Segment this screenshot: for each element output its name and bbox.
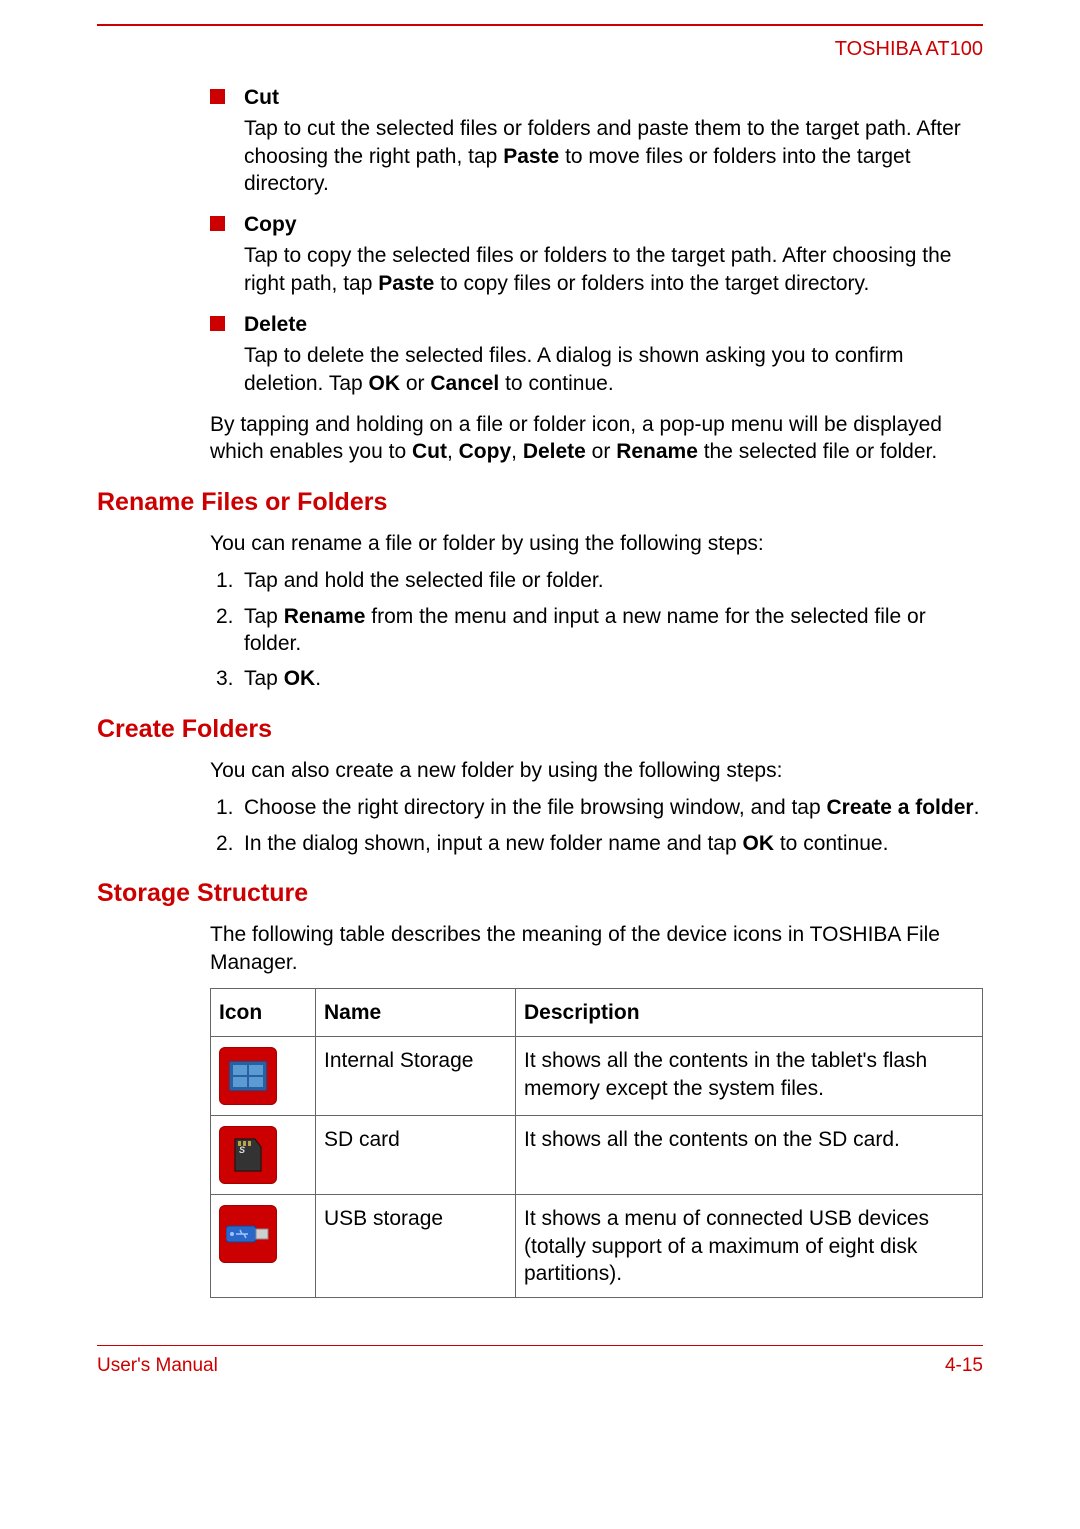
- name-cell: SD card: [316, 1116, 516, 1195]
- footer-left: User's Manual: [97, 1354, 218, 1379]
- square-bullet-icon: [210, 316, 225, 331]
- th-name: Name: [316, 989, 516, 1037]
- table-row: Internal Storage It shows all the conten…: [211, 1037, 983, 1116]
- bullet-delete: Delete Tap to delete the selected files.…: [210, 311, 983, 397]
- icon-cell: S: [211, 1116, 316, 1195]
- usb-storage-icon: [219, 1205, 277, 1263]
- sd-card-icon: S: [219, 1126, 277, 1184]
- name-cell: USB storage: [316, 1195, 516, 1298]
- bullet-body: Tap to cut the selected files or folders…: [244, 115, 983, 197]
- bullet-body: Tap to copy the selected files or folder…: [244, 242, 983, 297]
- table-header-row: Icon Name Description: [211, 989, 983, 1037]
- desc-cell: It shows all the contents in the tablet'…: [516, 1037, 983, 1116]
- list-item: 2.Tap Rename from the menu and input a n…: [244, 603, 983, 658]
- bullet-title: Copy: [244, 211, 983, 238]
- name-cell: Internal Storage: [316, 1037, 516, 1116]
- header-product: TOSHIBA AT100: [97, 26, 983, 84]
- square-bullet-icon: [210, 89, 225, 104]
- list-item: 2.In the dialog shown, input a new folde…: [244, 830, 983, 857]
- storage-intro: The following table describes the meanin…: [210, 921, 983, 976]
- heading-storage: Storage Structure: [97, 877, 983, 910]
- icon-cell: [211, 1037, 316, 1116]
- list-item: 1.Choose the right directory in the file…: [244, 794, 983, 821]
- rename-steps: 1.Tap and hold the selected file or fold…: [210, 567, 983, 692]
- list-item: 1.Tap and hold the selected file or fold…: [244, 567, 983, 594]
- storage-table: Icon Name Description: [210, 988, 983, 1298]
- desc-cell: It shows a menu of connected USB devices…: [516, 1195, 983, 1298]
- hold-paragraph: By tapping and holding on a file or fold…: [210, 411, 983, 466]
- page-footer: User's Manual 4-15: [97, 1345, 983, 1379]
- th-icon: Icon: [211, 989, 316, 1037]
- bullet-body: Tap to delete the selected files. A dial…: [244, 342, 983, 397]
- bullet-title: Delete: [244, 311, 983, 338]
- desc-cell: It shows all the contents on the SD card…: [516, 1116, 983, 1195]
- internal-storage-icon: [219, 1047, 277, 1105]
- footer-right: 4-15: [945, 1354, 983, 1379]
- heading-rename: Rename Files or Folders: [97, 486, 983, 519]
- rename-intro: You can rename a file or folder by using…: [210, 530, 983, 557]
- list-item: 3.Tap OK.: [244, 665, 983, 692]
- bullet-copy: Copy Tap to copy the selected files or f…: [210, 211, 983, 297]
- table-row: S SD card It shows all the contents on t…: [211, 1116, 983, 1195]
- svg-text:S: S: [239, 1145, 245, 1155]
- page-frame: TOSHIBA AT100 Cut Tap to cut the selecte…: [97, 24, 983, 1298]
- heading-create: Create Folders: [97, 713, 983, 746]
- bullet-title: Cut: [244, 84, 983, 111]
- table-row: USB storage It shows a menu of connected…: [211, 1195, 983, 1298]
- icon-cell: [211, 1195, 316, 1298]
- square-bullet-icon: [210, 216, 225, 231]
- create-steps: 1.Choose the right directory in the file…: [210, 794, 983, 857]
- create-intro: You can also create a new folder by usin…: [210, 757, 983, 784]
- main-content: Cut Tap to cut the selected files or fol…: [97, 84, 983, 1298]
- th-desc: Description: [516, 989, 983, 1037]
- bullet-cut: Cut Tap to cut the selected files or fol…: [210, 84, 983, 197]
